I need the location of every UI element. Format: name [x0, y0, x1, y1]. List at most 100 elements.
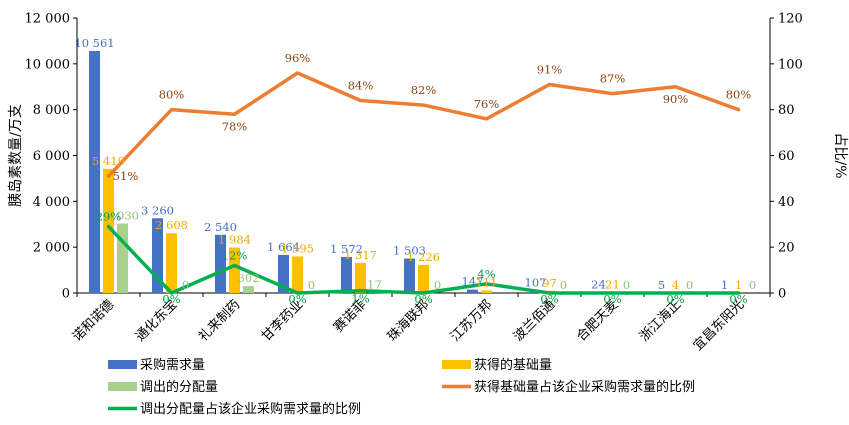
bar — [292, 256, 303, 293]
y-tick-label-left: 6 000 — [33, 149, 70, 164]
bar — [278, 254, 289, 293]
bar-data-label: 0 — [434, 278, 441, 292]
bar — [355, 262, 366, 293]
y-tick-label-left: 0 — [62, 287, 70, 302]
bar-data-label: 1 984 — [218, 233, 251, 247]
y-axis-title-left: 胰岛素数量/万支 — [8, 104, 24, 207]
bar-data-label: 3 260 — [141, 203, 174, 217]
bar-data-label: 1 226 — [407, 250, 440, 264]
line-data-label: 0% — [414, 292, 432, 306]
y-tick-label-right: 0 — [778, 287, 786, 302]
bar-data-label: 0 — [560, 278, 567, 292]
line-data-label: 80% — [159, 88, 185, 102]
bar — [481, 290, 492, 293]
x-tick-label: 江苏万邦 — [447, 297, 495, 345]
bar — [215, 234, 226, 293]
bar-data-label: 5 419 — [92, 154, 125, 168]
line-data-label: 0% — [666, 292, 684, 306]
bar-data-label: 24 — [591, 277, 606, 291]
bar — [467, 289, 478, 293]
data-labels: 10 561 3 260 2 540 1 664 1 572 1 503 147 107 24 5… — [74, 36, 756, 306]
line-data-label: 87% — [600, 72, 626, 86]
line-data-label: 29% — [96, 210, 122, 224]
y-tick-label-right: 40 — [778, 195, 795, 210]
legend-label: 采购需求量 — [140, 357, 205, 373]
bar-data-label: 1 — [721, 278, 728, 292]
bar-data-label: 3 030 — [106, 209, 139, 223]
line-data-label: 1% — [351, 292, 369, 306]
line-data-label: 96% — [285, 51, 311, 65]
bar-data-label: 17 — [367, 278, 382, 292]
line-data-label: 0% — [603, 292, 621, 306]
line-data-label: 82% — [411, 83, 437, 97]
bar — [117, 223, 128, 293]
legend-label: 调出的分配量 — [140, 379, 218, 395]
line-data-label: 0% — [288, 292, 306, 306]
x-tick-label: 礼来制药 — [195, 297, 243, 345]
legend-label: 调出分配量占该企业采购需求量的比例 — [140, 401, 361, 417]
bar-data-label: 1 317 — [344, 248, 377, 262]
legend-swatch — [108, 360, 137, 369]
bar-data-label: 97 — [542, 276, 557, 290]
y-tick-label-right: 120 — [778, 12, 803, 27]
legend-label: 获得基础量占该企业采购需求量的比例 — [474, 379, 695, 395]
bar-data-label: 302 — [238, 271, 260, 285]
legend-label: 获得的基础量 — [474, 357, 552, 373]
bar — [103, 168, 114, 293]
bar-data-label: 1 572 — [330, 242, 363, 256]
bar-data-label: 107 — [525, 276, 547, 290]
line-data-label: 90% — [663, 92, 689, 106]
y-tick-label-left: 4 000 — [33, 195, 70, 210]
line-data-label: 51% — [113, 169, 139, 183]
bar-data-label: 1 — [735, 278, 742, 292]
line-data-label: 91% — [537, 62, 563, 76]
bar-data-label: 2 608 — [155, 218, 188, 232]
bar-series — [89, 50, 744, 294]
legend-swatch — [442, 360, 471, 369]
line-data-label: 0% — [729, 292, 747, 306]
y-tick-label-left: 2 000 — [33, 241, 70, 256]
bar — [404, 258, 415, 293]
bar — [418, 264, 429, 293]
line-data-label: 84% — [348, 79, 374, 93]
bar-data-label: 1 595 — [281, 241, 314, 255]
y-tick-label-left: 10 000 — [25, 57, 71, 72]
bar-data-label: 0 — [308, 278, 315, 292]
bar-data-label: 21 — [605, 278, 620, 292]
line-series — [106, 71, 741, 295]
y-tick-label-right: 100 — [778, 57, 803, 72]
bar-data-label: 147 — [462, 275, 484, 289]
bar — [166, 233, 177, 293]
bar-data-label: 1 664 — [267, 240, 300, 254]
bar — [243, 286, 254, 293]
bar-data-label: 1 503 — [393, 244, 426, 258]
y-tick-label-right: 20 — [778, 241, 795, 256]
bar-data-label: 4 — [672, 278, 679, 292]
line-data-label: 4% — [477, 267, 495, 281]
line-data-label: 80% — [726, 88, 752, 102]
y-tick-label-right: 80 — [778, 103, 795, 118]
line-data-label: 0% — [162, 292, 180, 306]
bar-data-label: 0 — [623, 278, 630, 292]
bar — [89, 50, 100, 294]
y-axis-title-right: 占比/% — [832, 132, 848, 178]
legend-swatch — [108, 382, 137, 391]
bar-data-label: 2 540 — [204, 220, 237, 234]
bar-data-label: 10 561 — [74, 36, 114, 50]
line-data-label: 12% — [222, 249, 248, 263]
y-tick-label-left: 8 000 — [33, 103, 70, 118]
bar-data-label: 0 — [686, 278, 693, 292]
bar — [229, 247, 240, 293]
bar — [341, 256, 352, 293]
x-tick-label: 诺和诺德 — [70, 297, 117, 344]
line-data-label: 78% — [222, 119, 248, 133]
bar-data-label: 0 — [749, 278, 756, 292]
y-tick-label-right: 60 — [778, 149, 795, 164]
line-data-label: 0% — [540, 292, 558, 306]
y-tick-label-left: 12 000 — [25, 12, 71, 27]
bar — [152, 218, 163, 293]
bar-data-label: 111 — [476, 275, 498, 289]
bar-data-label: 0 — [182, 278, 189, 292]
